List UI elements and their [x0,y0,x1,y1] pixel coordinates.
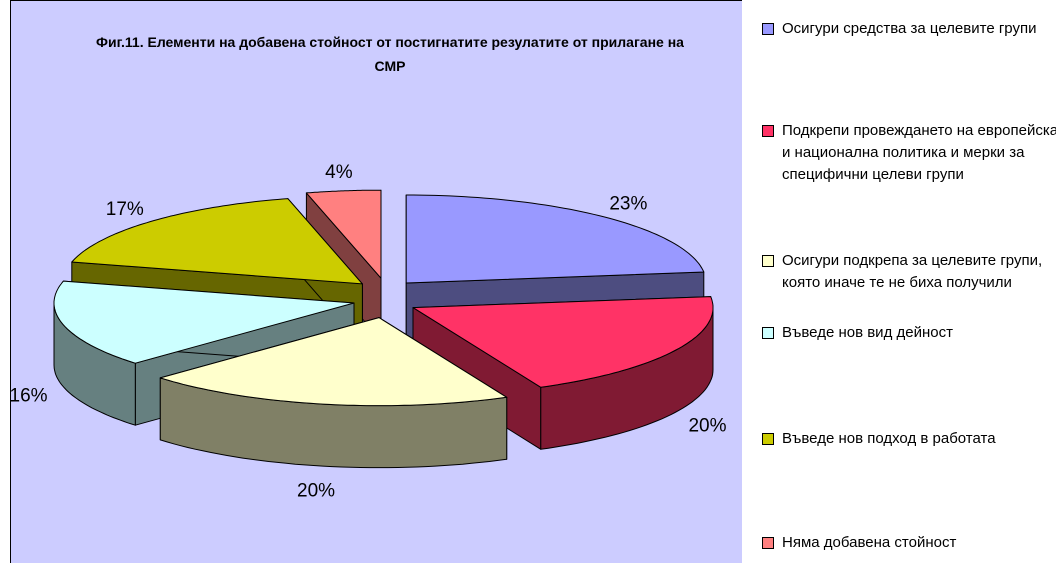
legend-swatch [762,23,774,35]
legend-swatch [762,125,774,137]
data-label: 23% [609,194,647,215]
data-label: 16% [10,385,48,406]
chart-title: Фиг.11. Елементи на добавена стойност от… [96,34,684,74]
slice [412,296,714,388]
legend-label: Няма добавена стойност [782,534,957,551]
legend-label: Подкрепи провеждането на европейска и на… [782,122,1056,183]
data-label: 4% [325,162,353,183]
legend-swatch [762,255,774,267]
data-label: 17% [106,199,144,220]
data-label: 20% [297,481,335,502]
legend-swatch [762,433,774,445]
slice [53,280,355,364]
slice [159,317,508,407]
slice [405,194,705,284]
data-label: 20% [688,416,726,437]
legend-swatch [762,537,774,549]
slice [71,198,363,285]
legend-label: Осигури подкрепа за целевите групи, коят… [782,252,1043,291]
legend-label: Въведе нов подход в работата [782,430,996,447]
legend-swatch [762,327,774,339]
slice [305,189,382,279]
legend-label: Въведе нов вид дейност [782,324,953,341]
legend-label: Осигури средства за целевите групи [782,20,1037,37]
